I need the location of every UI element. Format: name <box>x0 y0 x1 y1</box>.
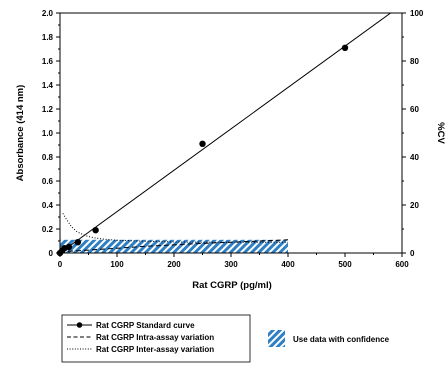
y2-tick-label: 0 <box>410 249 415 258</box>
y-tick-label: 1.2 <box>42 105 54 114</box>
y-tick-label: 2.0 <box>42 9 54 18</box>
x-tick-label: 400 <box>281 260 295 269</box>
legend-label: Rat CGRP Inter-assay variation <box>96 345 214 354</box>
x-axis-ticks: 0 100 200 300 400 500 600 <box>58 253 409 269</box>
y2-tick-label: 100 <box>410 9 424 18</box>
y-tick-label: 0.6 <box>42 177 54 186</box>
y-tick-label: 0 <box>49 249 54 258</box>
legend-marker <box>76 322 83 328</box>
x-tick-label: 500 <box>338 260 352 269</box>
legend: Rat CGRP Standard curve Rat CGRP Intra-as… <box>61 314 390 363</box>
series-layer <box>56 12 391 257</box>
confidence-region-layer <box>60 239 288 253</box>
legend-box <box>61 314 251 363</box>
x-tick-label: 200 <box>167 260 181 269</box>
plot-frame <box>59 12 403 254</box>
standard-curve-point <box>199 140 206 147</box>
y-tick-label: 1.0 <box>42 129 54 138</box>
legend-items: Rat CGRP Standard curve Rat CGRP Intra-as… <box>67 321 214 354</box>
x-tick-label: 300 <box>224 260 238 269</box>
y-axis-ticks: 0 0.2 0.4 0.6 0.8 1.0 1.2 1.4 1.6 1.8 2.0 <box>42 9 60 258</box>
standard-curve-point <box>74 239 82 246</box>
y2-tick-label: 20 <box>410 201 419 210</box>
intra-assay-line <box>59 239 289 253</box>
y-axis-title: Absorbance (414 nm) <box>15 85 26 182</box>
y2-axis-title: %CV <box>435 122 445 144</box>
y-tick-label: 0.2 <box>42 225 54 234</box>
legend-confidence-label: Use data with confidence <box>293 335 390 344</box>
legend-confidence-swatch <box>268 330 285 347</box>
y-tick-label: 0.8 <box>42 153 54 162</box>
standard-curve-point <box>92 227 99 234</box>
y2-axis-ticks: 0 20 40 60 80 100 <box>402 9 424 258</box>
inter-assay-line <box>62 213 288 243</box>
plot-border <box>59 12 403 254</box>
x-tick-label: 100 <box>110 260 124 269</box>
y-tick-label: 1.4 <box>42 81 54 90</box>
y-tick-label: 0.4 <box>42 201 54 210</box>
x-axis-title: Rat CGRP (pg/ml) <box>192 280 272 291</box>
standard-curve-point <box>65 243 73 251</box>
y2-tick-label: 60 <box>410 105 419 114</box>
legend-label: Rat CGRP Standard curve <box>96 321 195 330</box>
y2-tick-label: 40 <box>410 153 419 162</box>
legend-label: Rat CGRP Intra-assay variation <box>96 333 214 342</box>
y-tick-label: 1.6 <box>42 57 54 66</box>
x-tick-label: 600 <box>395 260 409 269</box>
standard-curve-point <box>341 44 349 51</box>
x-tick-label: 0 <box>58 260 63 269</box>
confidence-region <box>60 239 288 253</box>
y-tick-label: 1.8 <box>42 33 54 42</box>
y2-tick-label: 80 <box>410 57 419 66</box>
standard-curve-fit-line <box>59 12 391 254</box>
